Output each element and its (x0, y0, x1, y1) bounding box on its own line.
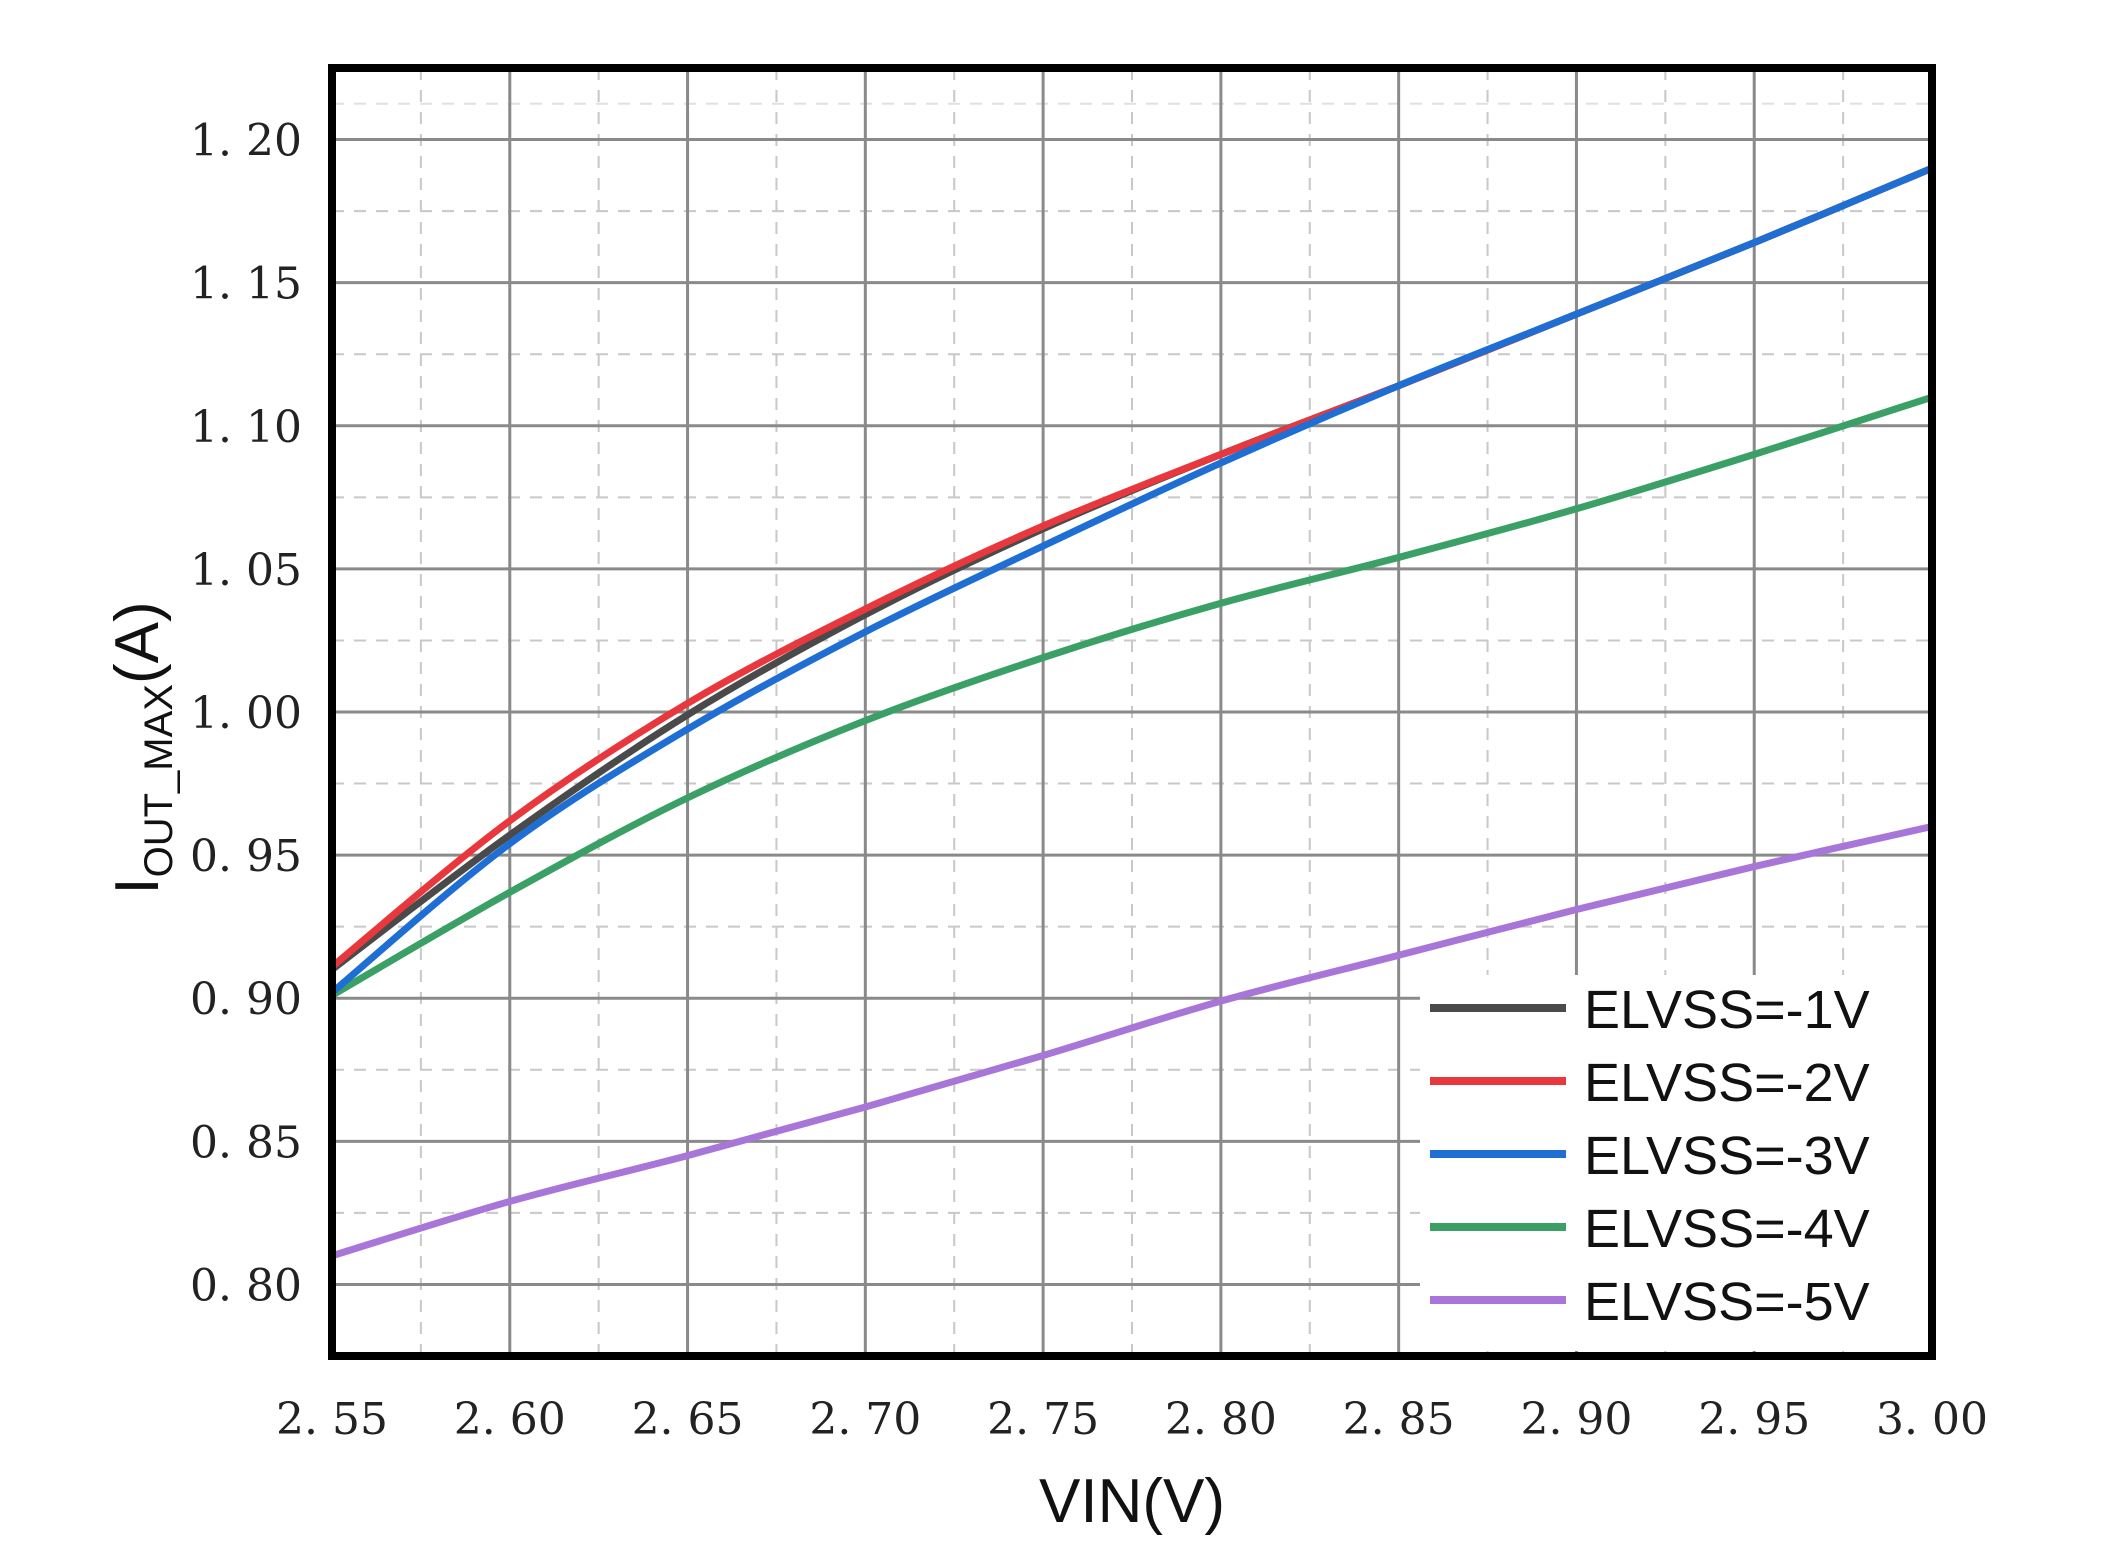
y-tick-label: 1. 10 (190, 402, 302, 453)
x-tick-label: 2. 65 (632, 1394, 744, 1445)
x-tick-label: 2. 55 (276, 1394, 388, 1445)
legend-label-2: ELVSS=-2V (1584, 1053, 1870, 1113)
legend-label-4: ELVSS=-4V (1584, 1199, 1870, 1259)
y-tick-label: 1. 05 (190, 545, 302, 596)
y-tick-label: 0. 80 (190, 1260, 302, 1311)
y-tick-label: 0. 95 (190, 831, 302, 882)
legend-label-3: ELVSS=-3V (1584, 1126, 1870, 1186)
series-line-5 (328, 822, 1936, 1260)
y-tick-label: 1. 00 (190, 688, 302, 739)
y-tick-label: 1. 20 (190, 116, 302, 167)
plot-frame (328, 64, 1936, 1360)
x-tick-label: 3. 00 (1876, 1394, 1988, 1445)
y-tick-label: 0. 90 (190, 974, 302, 1025)
y-tick-label: 1. 15 (190, 259, 302, 310)
y-axis-title: IOUT_MAX(A) (103, 601, 181, 894)
y-axis-title-sub: OUT_MAX (137, 684, 181, 877)
legend-box (1420, 975, 1928, 1351)
x-tick-labels: 2. 55 2. 60 2. 65 2. 70 2. 75 2. 80 2. 85 2. 90… (276, 1394, 1988, 1445)
y-axis-title-tail: (A) (103, 601, 172, 684)
series-line-3 (328, 164, 1936, 996)
x-axis-title: VIN(V) (1039, 1467, 1225, 1536)
legend: ELVSS=-1V ELVSS=-2V ELVSS=-3V ELVSS=-4V ELVS… (1420, 975, 1928, 1351)
x-tick-label: 2. 95 (1698, 1394, 1810, 1445)
legend-label-1: ELVSS=-1V (1584, 980, 1870, 1040)
y-axis-title-main: I (103, 877, 172, 894)
x-tick-label: 2. 75 (987, 1394, 1099, 1445)
x-tick-label: 2. 70 (809, 1394, 921, 1445)
y-tick-labels: 0. 80 0. 85 0. 90 0. 95 1. 00 1. 05 1. 10 1. 15… (190, 116, 302, 1312)
x-tick-label: 2. 85 (1343, 1394, 1455, 1445)
series-layer (328, 164, 1936, 1260)
y-tick-label: 0. 85 (190, 1117, 302, 1168)
series-line-4 (328, 393, 1936, 999)
x-tick-label: 2. 90 (1520, 1394, 1632, 1445)
legend-label-5: ELVSS=-5V (1584, 1272, 1870, 1332)
x-tick-label: 2. 80 (1165, 1394, 1277, 1445)
x-tick-label: 2. 60 (454, 1394, 566, 1445)
